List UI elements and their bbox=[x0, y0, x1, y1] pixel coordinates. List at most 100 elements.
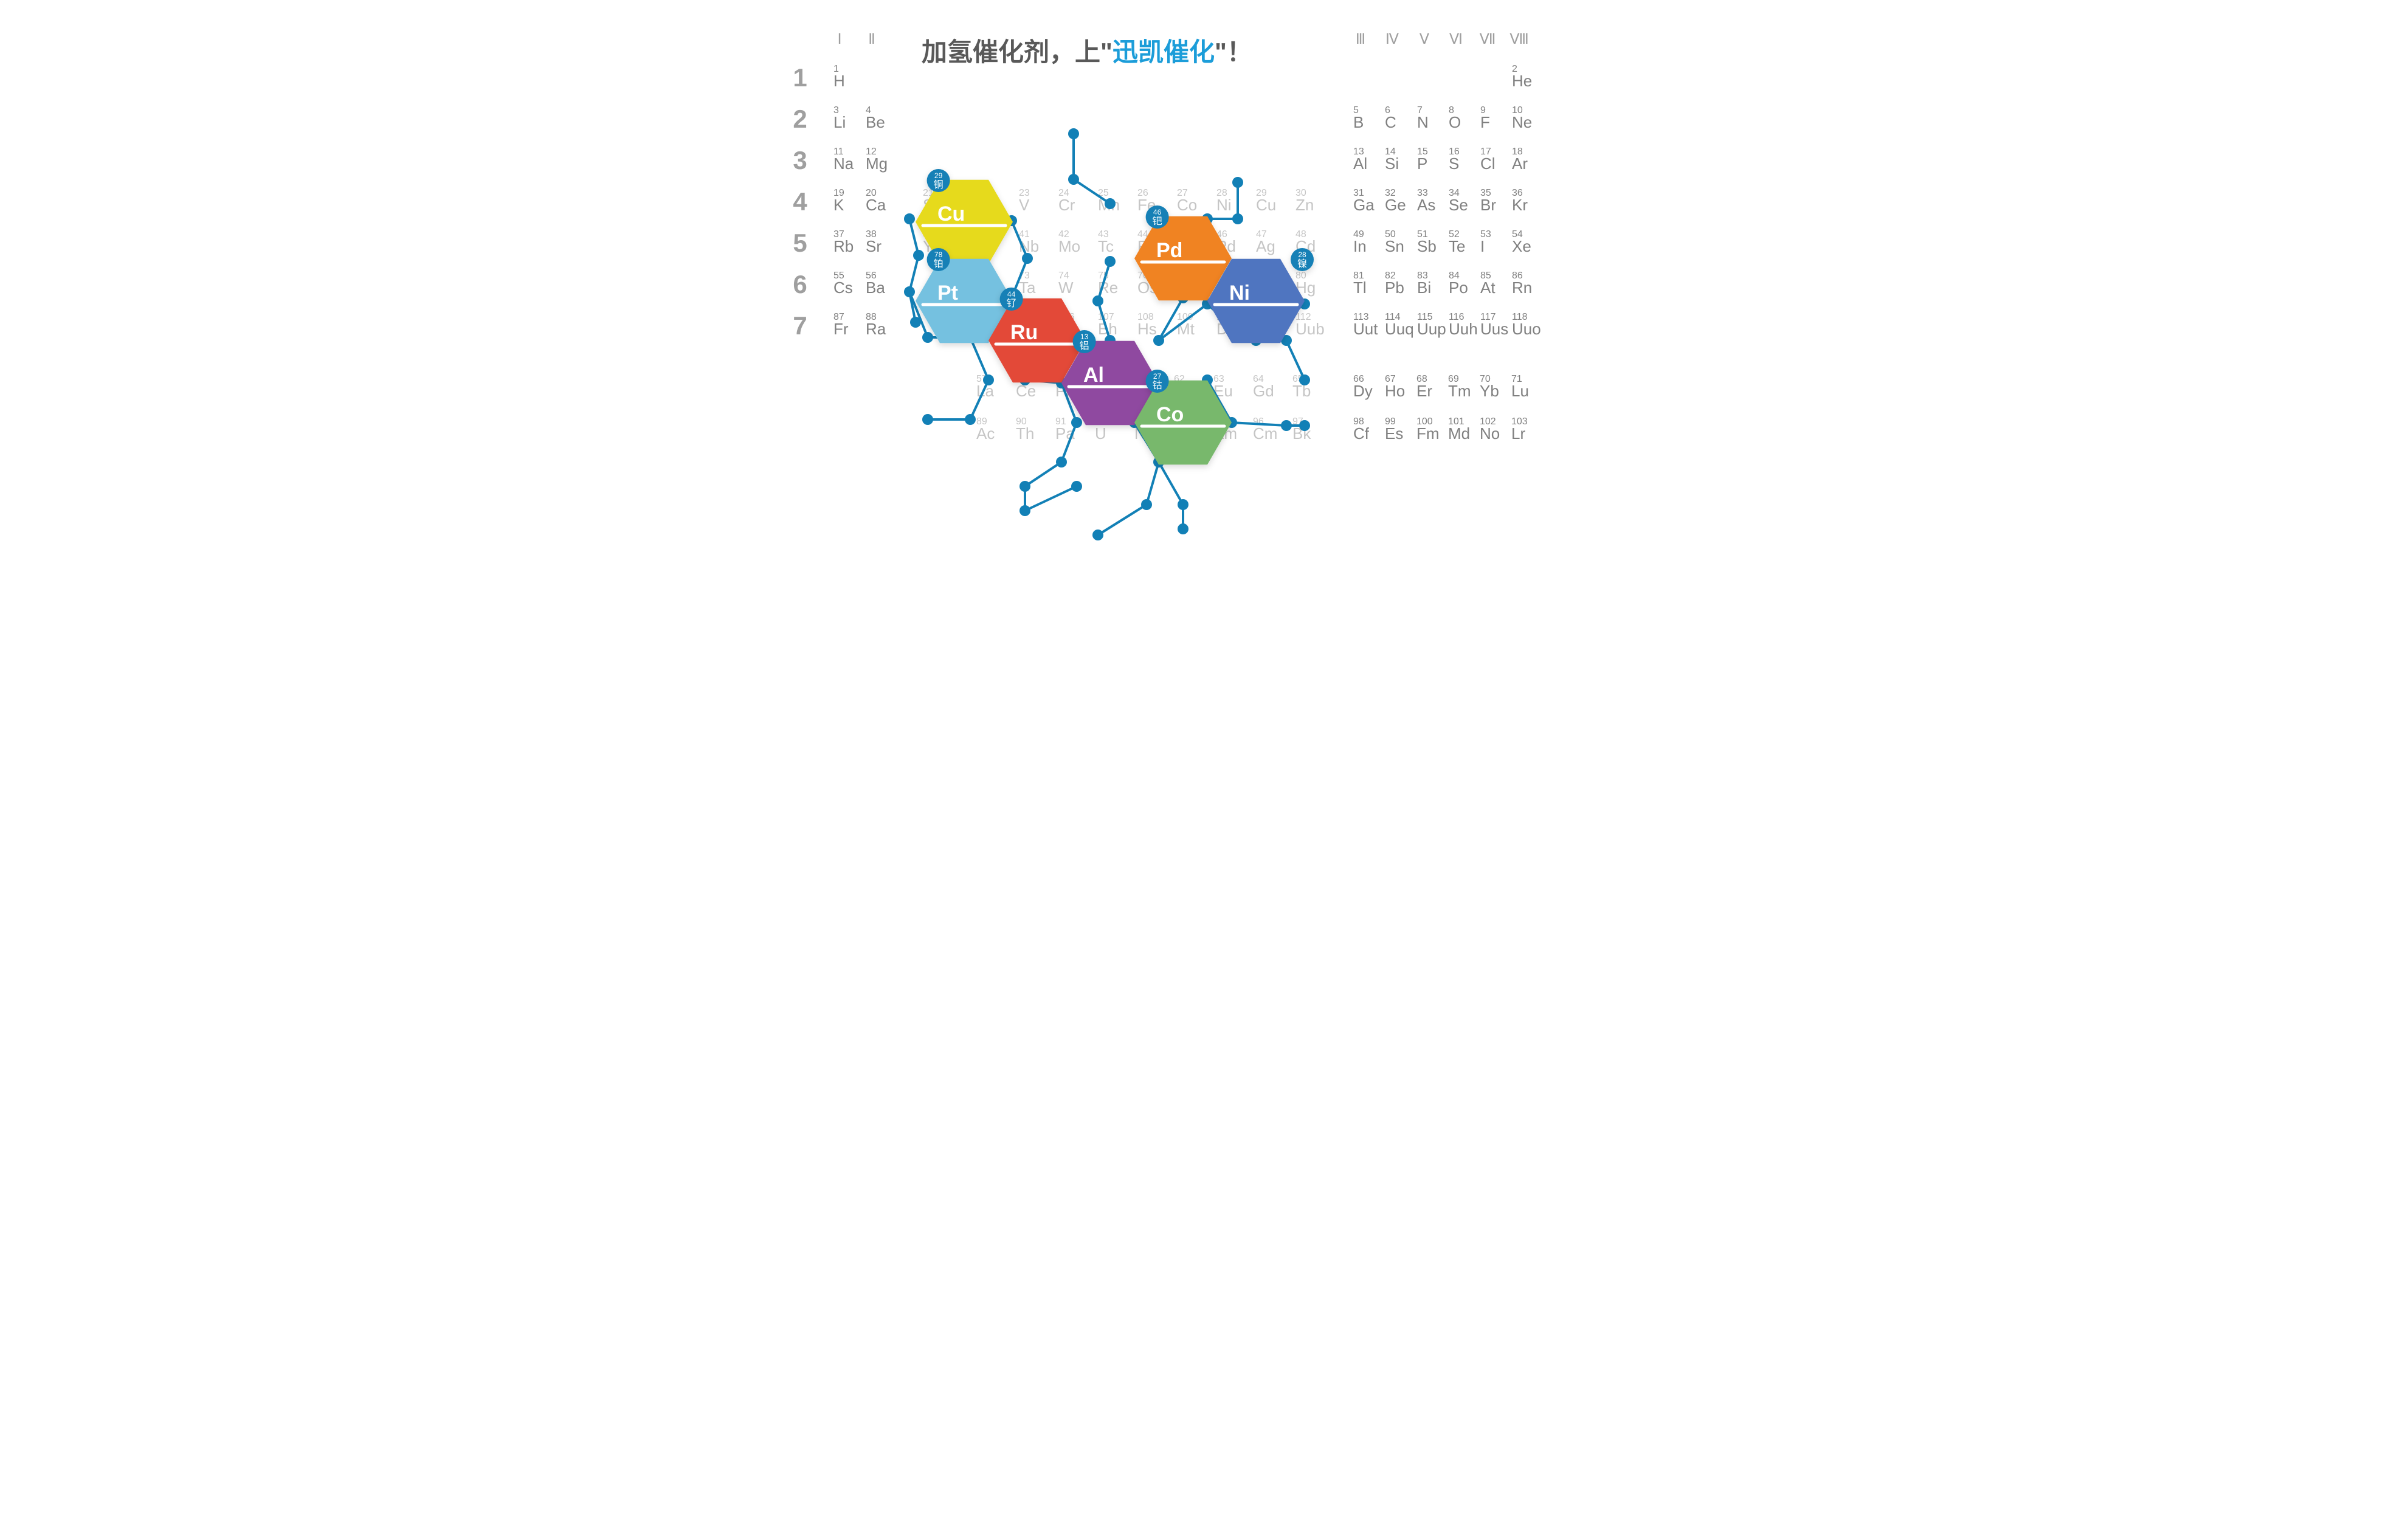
element-symbol: Tl bbox=[1353, 278, 1367, 297]
element-symbol: C bbox=[1385, 113, 1396, 131]
skeleton-node bbox=[1141, 499, 1152, 510]
title: 加氢催化剂，上"迅凯催化"！ bbox=[922, 38, 1252, 66]
hex-badge-text: 铂 bbox=[933, 258, 943, 269]
hex-badge-text: 钴 bbox=[1152, 380, 1162, 391]
hex-symbol: Al bbox=[1083, 364, 1104, 387]
col-roman: Ⅲ bbox=[1355, 32, 1365, 47]
element-symbol: Tc bbox=[1098, 237, 1114, 255]
element-symbol: Uut bbox=[1353, 320, 1378, 338]
element-symbol: Cu bbox=[1256, 196, 1276, 214]
element-symbol: Gd bbox=[1253, 382, 1274, 400]
element-symbol: Ge bbox=[1385, 196, 1406, 214]
hex-badge-number: 78 bbox=[934, 250, 942, 259]
hex-badge-text: 钌 bbox=[1006, 298, 1016, 309]
col-roman: Ⅳ bbox=[1385, 32, 1398, 47]
element-symbol: Cl bbox=[1480, 154, 1496, 173]
element-symbol: Ag bbox=[1256, 237, 1275, 255]
hex-symbol: Ni bbox=[1229, 281, 1250, 305]
element-symbol: Yb bbox=[1480, 382, 1499, 400]
skeleton-node bbox=[1019, 481, 1030, 492]
col-roman: Ⅴ bbox=[1419, 32, 1429, 47]
hex-badge-number: 28 bbox=[1298, 250, 1306, 259]
element-symbol: He bbox=[1512, 72, 1532, 90]
element-symbol: Bi bbox=[1417, 278, 1431, 297]
element-symbol: Lu bbox=[1511, 382, 1529, 400]
element-symbol: O bbox=[1449, 113, 1461, 131]
element-symbol: Ne bbox=[1512, 113, 1532, 131]
skeleton-node bbox=[1056, 457, 1067, 467]
element-symbol: In bbox=[1353, 237, 1367, 255]
element-symbol: Xe bbox=[1512, 237, 1531, 255]
hex-symbol: Ru bbox=[1010, 321, 1038, 344]
row-number: 2 bbox=[793, 105, 807, 133]
skeleton-bond bbox=[909, 219, 919, 322]
element-symbol: F bbox=[1480, 113, 1490, 131]
element-symbol: B bbox=[1353, 113, 1364, 131]
element-symbol: Cm bbox=[1253, 424, 1277, 443]
skeleton-node bbox=[1019, 505, 1030, 516]
row-number: 5 bbox=[793, 229, 807, 257]
element-symbol: Ca bbox=[866, 196, 886, 214]
skeleton-node bbox=[1178, 523, 1188, 534]
hex-badge-text: 钯 bbox=[1152, 216, 1162, 227]
element-symbol: No bbox=[1480, 424, 1500, 443]
skeleton-node bbox=[913, 250, 924, 261]
skeleton-node bbox=[1232, 213, 1243, 224]
skeleton-node bbox=[1105, 198, 1116, 209]
col-roman: Ⅱ bbox=[868, 32, 875, 47]
element-symbol: Uus bbox=[1480, 320, 1508, 338]
skeleton-node bbox=[1071, 481, 1082, 492]
col-roman: Ⅷ bbox=[1509, 32, 1529, 47]
element-symbol: Ra bbox=[866, 320, 886, 338]
element-symbol: Te bbox=[1449, 237, 1465, 255]
element-symbol: Mo bbox=[1058, 237, 1080, 255]
element-symbol: Lr bbox=[1511, 424, 1525, 443]
skeleton-node bbox=[1068, 128, 1079, 139]
element-symbol: I bbox=[1480, 237, 1485, 255]
element-symbol: Mg bbox=[866, 154, 888, 173]
skeleton-node bbox=[1071, 417, 1082, 428]
hex-symbol: Co bbox=[1156, 403, 1184, 426]
row-number: 7 bbox=[793, 311, 807, 340]
element-symbol: Mt bbox=[1177, 320, 1195, 338]
row-number: 6 bbox=[793, 270, 807, 298]
element-symbol: Cs bbox=[833, 278, 853, 297]
skeleton-bond bbox=[1159, 462, 1183, 529]
skeleton-node bbox=[922, 414, 933, 425]
element-symbol: U bbox=[1095, 424, 1106, 443]
row-number: 3 bbox=[793, 146, 807, 174]
skeleton-node bbox=[904, 213, 915, 224]
element-symbol: Co bbox=[1177, 196, 1197, 214]
element-symbol: Sb bbox=[1417, 237, 1437, 255]
hex-badge-number: 27 bbox=[1153, 372, 1161, 381]
element-symbol: Sn bbox=[1385, 237, 1404, 255]
element-symbol: P bbox=[1417, 154, 1427, 173]
col-roman: Ⅵ bbox=[1449, 32, 1462, 47]
hex-badge-text: 铜 bbox=[933, 179, 943, 190]
skeleton-node bbox=[1153, 335, 1164, 346]
element-symbol: Na bbox=[833, 154, 854, 173]
skeleton-node bbox=[922, 332, 933, 343]
col-roman: Ⅶ bbox=[1479, 32, 1496, 47]
element-symbol: S bbox=[1449, 154, 1459, 173]
element-symbol: Uuq bbox=[1385, 320, 1414, 338]
element-symbol: Cf bbox=[1353, 424, 1370, 443]
hex-badge-text: 镍 bbox=[1297, 258, 1306, 269]
element-symbol: At bbox=[1480, 278, 1496, 297]
element-symbol: Fm bbox=[1416, 424, 1440, 443]
element-symbol: Ni bbox=[1216, 196, 1232, 214]
element-symbol: Th bbox=[1016, 424, 1034, 443]
col-roman: Ⅰ bbox=[837, 32, 841, 47]
hex-badge-number: 46 bbox=[1153, 208, 1161, 216]
element-symbol: Ac bbox=[976, 424, 995, 443]
element-symbol: Sr bbox=[866, 237, 881, 255]
skeleton-node bbox=[1299, 374, 1310, 385]
element-symbol: N bbox=[1417, 113, 1429, 131]
skeleton-node bbox=[1281, 420, 1292, 431]
element-symbol: Kr bbox=[1512, 196, 1528, 214]
element-symbol: Tm bbox=[1448, 382, 1471, 400]
element-symbol: Hs bbox=[1137, 320, 1157, 338]
element-symbol: Li bbox=[833, 113, 846, 131]
hex-badge-number: 44 bbox=[1007, 290, 1015, 298]
element-symbol: Uub bbox=[1295, 320, 1325, 338]
